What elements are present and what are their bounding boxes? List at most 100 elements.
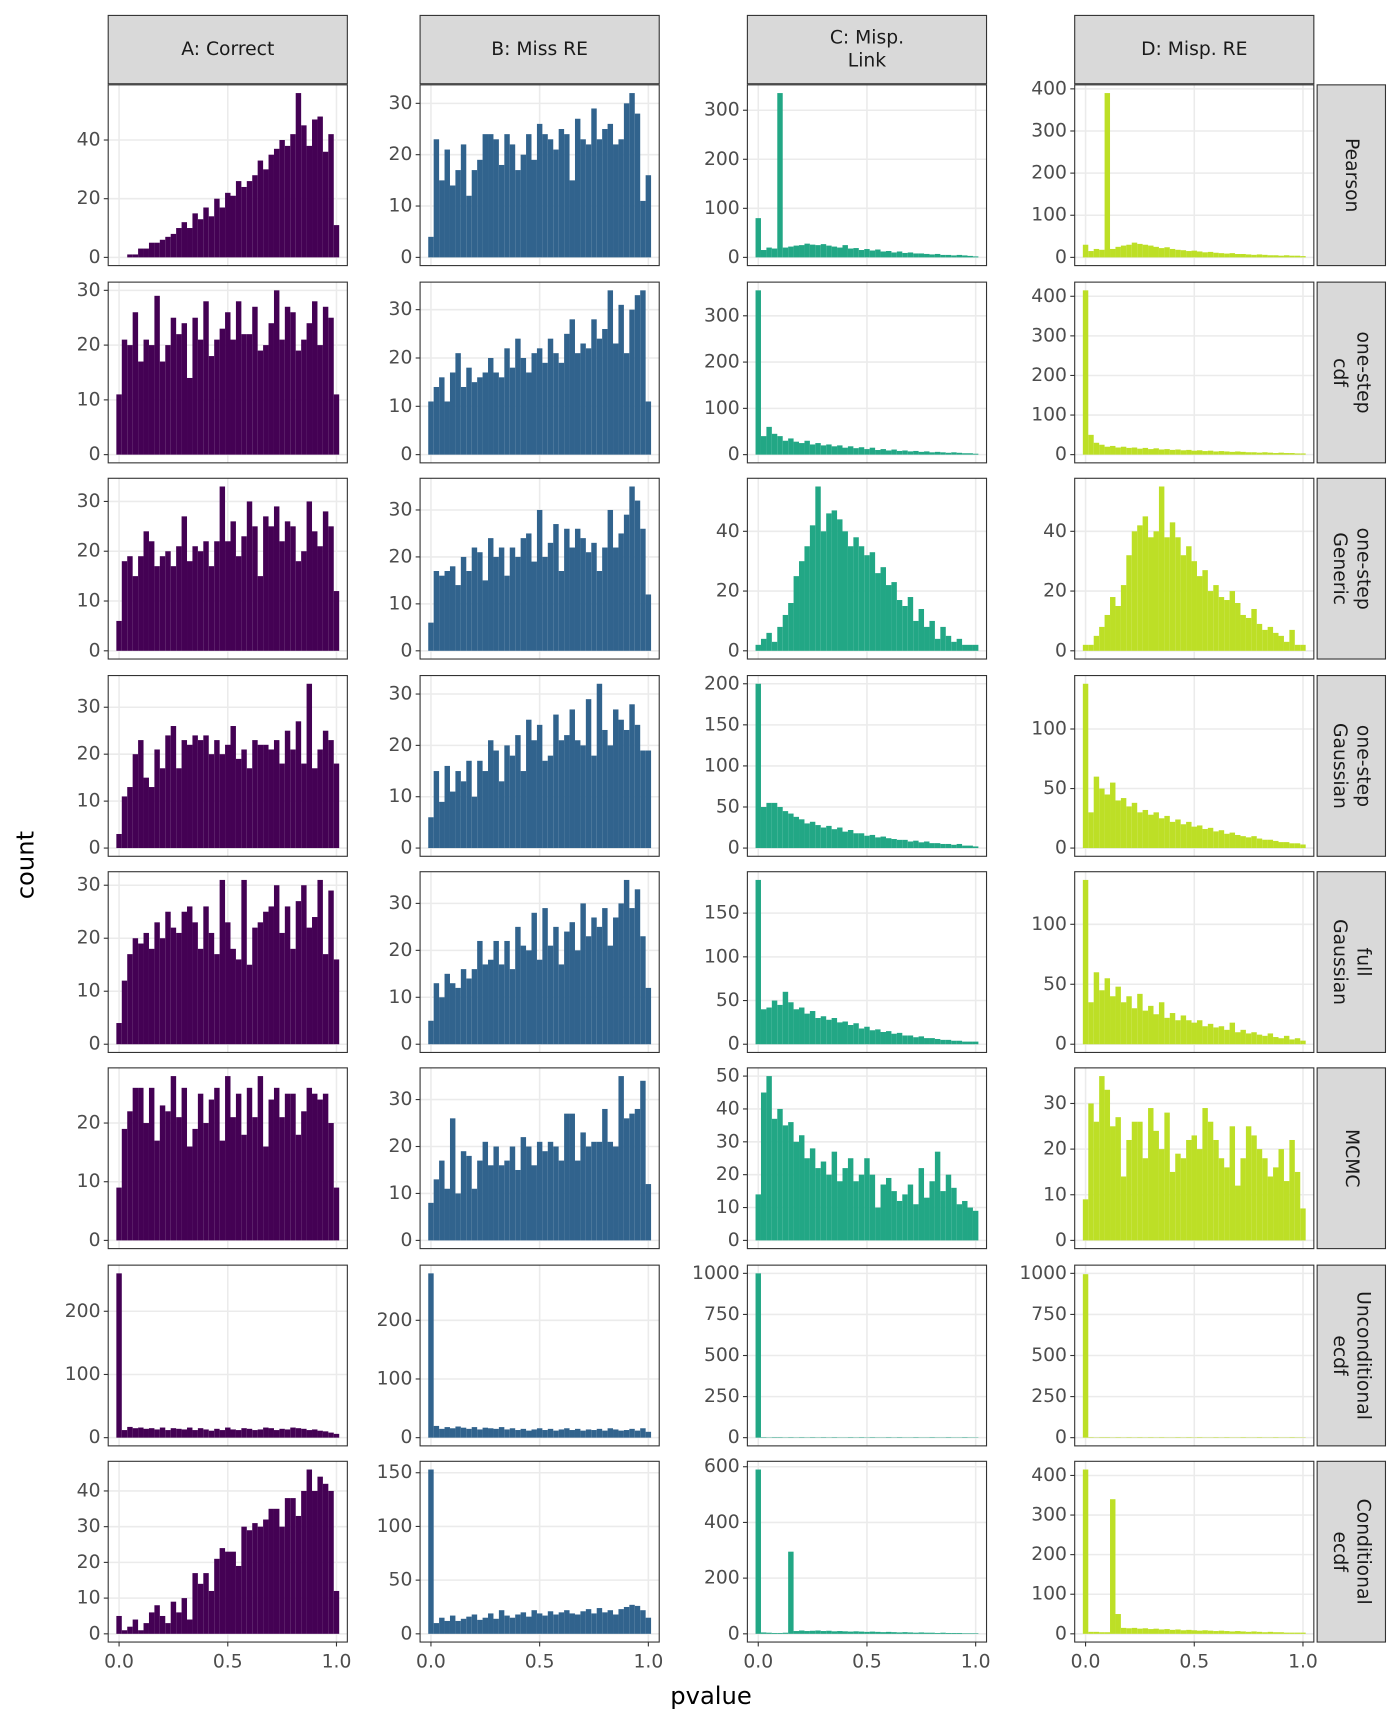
y-tick-label: 10 [1043, 1184, 1067, 1205]
bar [804, 243, 810, 258]
bar [328, 317, 334, 455]
bar [580, 903, 586, 1045]
bar [1273, 1167, 1279, 1241]
bar [1169, 821, 1176, 849]
y-tick-label: 0 [89, 1623, 101, 1644]
bar [116, 620, 122, 651]
bar [279, 1117, 285, 1241]
bar [449, 791, 456, 849]
bar [241, 1526, 247, 1634]
bar [241, 1428, 247, 1438]
bar [815, 1630, 821, 1634]
bar [1202, 570, 1208, 651]
bar [591, 319, 597, 455]
bar [1164, 1112, 1170, 1241]
bar [777, 1004, 783, 1045]
strip-label: one-step [1352, 528, 1373, 610]
bar [257, 160, 264, 258]
x-tick-label: 0.5 [525, 1651, 555, 1672]
bar [252, 740, 258, 849]
bar [896, 251, 903, 258]
bar [793, 1631, 800, 1634]
bar [1164, 449, 1170, 455]
y-tick-label: 30 [77, 491, 101, 512]
bar [322, 730, 329, 849]
bar [553, 353, 559, 455]
bar [1294, 453, 1301, 455]
bar [913, 253, 919, 258]
bar [1169, 449, 1176, 455]
bar [820, 827, 827, 849]
bar [241, 536, 247, 651]
bar [613, 1146, 619, 1241]
bar [782, 440, 789, 455]
bar [755, 1273, 761, 1438]
bar [755, 644, 761, 651]
bar [760, 250, 767, 258]
bar [585, 699, 592, 849]
y-tick-label: 10 [389, 196, 413, 217]
y-tick-label: 0 [400, 444, 412, 465]
bar [1153, 1014, 1159, 1045]
y-tick-label: 20 [1043, 1139, 1067, 1160]
bar [618, 719, 624, 849]
panel-border [107, 84, 348, 267]
bar [263, 516, 269, 651]
bar [1126, 447, 1132, 455]
bar [629, 309, 635, 455]
bar [328, 526, 334, 651]
bar [837, 1631, 843, 1634]
bar [252, 526, 258, 651]
bar [208, 1099, 215, 1241]
panel: 0 50 100 150 0.0 0.5 1.0 [377, 1460, 663, 1672]
bar [1115, 246, 1121, 258]
bar [831, 1151, 838, 1241]
bar [826, 1630, 832, 1634]
bar [455, 1193, 461, 1241]
bar [564, 528, 570, 651]
bar [187, 906, 193, 1045]
strip-label: Gaussian [1329, 919, 1350, 1005]
y-tick-label: 50 [389, 1570, 413, 1591]
bar [766, 247, 772, 258]
bar [602, 1430, 608, 1438]
bar [143, 1428, 149, 1438]
bar [333, 225, 340, 258]
bar [444, 149, 450, 258]
bar [1294, 843, 1301, 849]
bar [536, 1141, 543, 1241]
bar [634, 1430, 641, 1438]
bar [197, 740, 204, 849]
bar [504, 348, 510, 455]
panel-border [1074, 84, 1315, 267]
bar [613, 343, 619, 455]
bar [842, 1168, 848, 1241]
bar [322, 1093, 329, 1241]
bar [1120, 446, 1127, 455]
bar [460, 144, 467, 258]
bar [837, 1181, 843, 1241]
bar [1186, 251, 1192, 258]
bar [1273, 1037, 1279, 1045]
bar [788, 603, 794, 651]
bar [1283, 1181, 1290, 1241]
bar [279, 932, 285, 1045]
bar [1148, 449, 1154, 455]
bar [214, 339, 220, 455]
bar [902, 839, 908, 849]
bar [858, 833, 865, 849]
bar [279, 1526, 285, 1634]
bar [847, 546, 854, 651]
bar [257, 1076, 264, 1241]
bar [755, 683, 761, 849]
y-tick-label: 100 [1031, 405, 1067, 426]
y-tick-label: 600 [704, 1456, 740, 1477]
bar [192, 317, 198, 455]
bar [306, 683, 313, 849]
bar [1300, 256, 1306, 258]
bar [634, 889, 641, 1045]
bar [896, 450, 903, 455]
bar [885, 1031, 892, 1045]
y-tick-label: 100 [1031, 914, 1067, 935]
bar [268, 323, 274, 455]
